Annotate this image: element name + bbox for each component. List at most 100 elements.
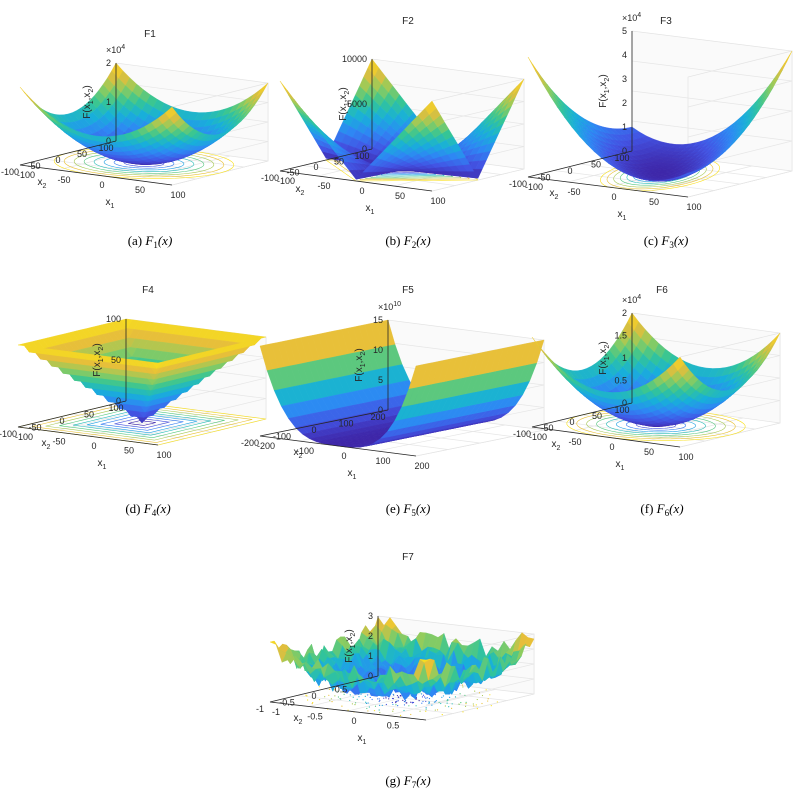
x1-tick-label: -50: [317, 181, 330, 191]
floor-contours: [566, 409, 746, 441]
z-tick-label: 5: [378, 375, 383, 385]
x2-axis-line: [19, 140, 117, 166]
x1-tick-label: 50: [135, 185, 145, 195]
caption-label: (b): [385, 233, 403, 248]
caption-fn: F: [403, 773, 413, 788]
caption-arg: (x): [156, 501, 170, 516]
contour-line: [596, 414, 716, 436]
contour-dot: [399, 714, 402, 717]
figure-caption: (g) F7(x): [385, 773, 430, 790]
contour-dot: [460, 702, 462, 704]
contour-dot: [343, 693, 345, 695]
surface-patch: [419, 658, 431, 663]
contour-dot: [381, 704, 383, 706]
x2-tick-label: 100: [108, 403, 123, 413]
contour-dot: [362, 699, 364, 701]
x1-tick-label: -200: [257, 441, 275, 451]
chart-f2: -100 -50 0 50 100-100-500501000500010000x1x2…: [261, 16, 525, 250]
z-tick-label: 2: [368, 631, 373, 641]
x2-tick-label: -1: [256, 704, 264, 714]
chart-title: F7: [402, 552, 414, 563]
contour-dot: [398, 696, 400, 699]
axes: -200 -100 0 100 200-200-1000100200051015×101…: [241, 301, 430, 481]
contour-dot: [378, 700, 380, 703]
contour-line: [616, 417, 696, 433]
floor-gridline: [323, 688, 481, 708]
contour-dot: [354, 702, 357, 704]
x2-axis-label: x2: [550, 188, 559, 201]
contour-dot: [378, 698, 380, 700]
contour-dot: [420, 693, 423, 695]
x1-tick-label: 50: [644, 447, 654, 457]
contour-dot: [433, 701, 436, 703]
x1-axis-line: [531, 426, 681, 448]
contour-dot: [474, 690, 476, 692]
contour-line: [128, 420, 156, 426]
contour-dot: [415, 705, 417, 707]
x2-axis-line: [527, 150, 633, 178]
contour-dot: [367, 702, 369, 704]
z-exponent-power: 4: [637, 294, 641, 301]
contour-dot: [424, 696, 426, 698]
contour-dot: [426, 697, 428, 699]
x2-subscript: 2: [299, 719, 303, 726]
contour-line: [100, 415, 184, 431]
x2-tick-label: 0: [311, 425, 316, 435]
z-tick-label: 4: [622, 50, 627, 60]
panel-f1: -100 -50 0 50 100 -100 -50 0 50 100 0 1 2 ×104 x1 x2 F(x…: [1, 25, 269, 255]
x2-tick-label: 50: [334, 157, 344, 167]
x1-subscript: 1: [371, 209, 375, 216]
x1-axis-label: x1: [106, 197, 115, 210]
contour-dot: [440, 702, 442, 705]
contour-dot: [392, 708, 394, 710]
x1-axis-line: [527, 176, 689, 198]
contour-dot: [318, 698, 321, 701]
x1-subscript: 1: [621, 465, 625, 472]
contour-dot: [328, 688, 331, 690]
x2-tick-label: -100: [0, 429, 17, 439]
x2-tick-label: 50: [591, 160, 601, 170]
caption-label: (f): [640, 501, 656, 516]
contour-dot: [478, 692, 481, 694]
contour-dot: [465, 703, 467, 705]
x2-tick-label: -100: [273, 432, 291, 442]
x1-tick-label: 0: [611, 192, 616, 202]
caption-label: (g): [385, 773, 403, 788]
z-axis-label: F(x1,x2): [344, 629, 357, 662]
x2-tick-label: 0.5: [335, 685, 348, 695]
contour-line: [31, 403, 253, 443]
contour-dot: [306, 695, 308, 697]
contour-dot: [422, 700, 424, 703]
z-tick-label: 3: [622, 74, 627, 84]
x1-tick-label: -100: [525, 182, 543, 192]
panel-f5: -200 -100 0 100 200 -200 -100 0 100 200 0 5 10 15 ×101…: [241, 283, 545, 523]
panel-f6: -100 -50 0 50 100 -100 -50 0 50 100 0 0.5 1 1.5 2 ×104 x…: [513, 283, 781, 523]
contour-dot: [431, 704, 433, 706]
x1-tick-label: 200: [414, 461, 429, 471]
z-tick-label: 0: [368, 671, 373, 681]
contour-line: [606, 416, 706, 434]
x1-axis-label: x1: [618, 209, 627, 222]
contour-dot: [403, 704, 406, 706]
x1-axis-line: [17, 426, 159, 446]
contour-dot: [331, 701, 333, 703]
x2-tick-label: 0: [311, 691, 316, 701]
x1-tick-label: 50: [649, 197, 659, 207]
z-axis-label: F(x1,x2): [338, 87, 351, 120]
z-tick-label: 1: [368, 651, 373, 661]
contour-dot: [312, 702, 314, 704]
x1-tick-label: -0.5: [307, 712, 323, 722]
caption-arg: (x): [674, 233, 688, 248]
contour-dot: [451, 707, 453, 709]
panel-f7: -1 -0.5 0 0.5 -1 -0.5 0 0.5 0 1 2 3 x1 x2 F(x1,x2) F7 (g…: [256, 550, 535, 795]
x2-tick-label: 50: [84, 410, 94, 420]
contour-dot: [365, 702, 368, 704]
surface-patch: [673, 356, 685, 371]
x2-axis-label: x2: [38, 177, 47, 190]
z-tick-label: 1: [622, 122, 627, 132]
contour-dot: [311, 703, 313, 705]
contour-dot: [421, 702, 423, 704]
x1-axis-label: x1: [348, 468, 357, 481]
contour-dot: [337, 691, 339, 693]
contour-dot: [435, 700, 437, 702]
